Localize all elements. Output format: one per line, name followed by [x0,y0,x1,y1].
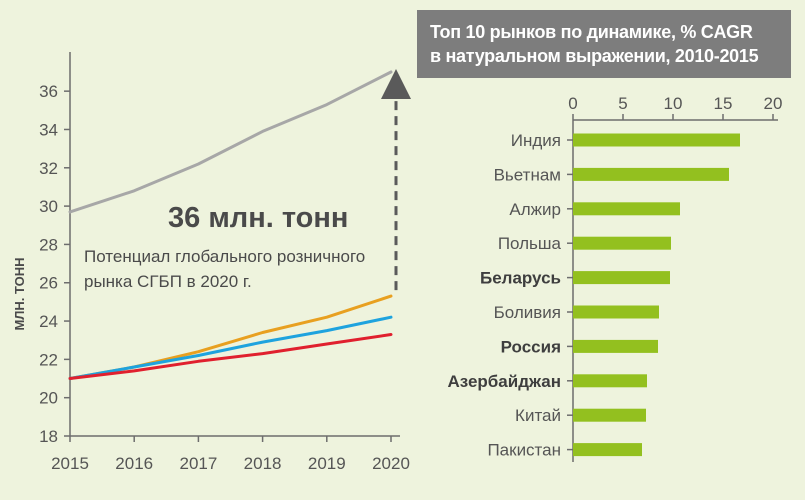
bar-category-label: Алжир [509,200,561,219]
bar-4 [573,271,670,285]
bar-3 [573,236,671,250]
line-y-tick-label: 18 [39,427,58,446]
line-series-1 [68,294,393,380]
line-x-tick-label: 2020 [372,454,410,473]
bar-x-tick-label: 0 [568,94,577,113]
annotation-line-2: рынка СГБП в 2020 г. [84,272,252,291]
bar-category-label: Азербайджан [447,372,561,391]
line-x-tick-label: 2016 [115,454,153,473]
annotation-line-1: Потенциал глобального розничного [84,247,365,266]
bar-1 [573,167,729,181]
line-y-tick-label: 26 [39,274,58,293]
bar-chart-title-line1: Топ 10 рынков по динамике, % CAGR [430,22,753,42]
bar-category-label: Пакистан [487,441,561,460]
bar-x-tick-label: 20 [764,94,783,113]
line-y-tick-label: 20 [39,389,58,408]
bar-9 [573,443,642,457]
bar-5 [573,305,659,319]
line-x-tick-label: 2018 [244,454,282,473]
bar-category-label: Индия [511,131,561,150]
line-y-tick-label: 34 [39,120,58,139]
line-series-2 [68,315,393,380]
line-series-3 [68,333,393,380]
bar-category-label: Боливия [494,303,561,322]
bar-category-label: Вьетнам [494,165,561,184]
bar-chart: 0 5 10 15 20 Индия Вьетнам Алжир Польша Беларусь Б… [447,94,782,462]
bar-category-label: Китай [515,406,561,425]
line-y-tick-label: 30 [39,197,58,216]
bar-x-tick-label: 15 [714,94,733,113]
line-y-tick-label: 36 [39,82,58,101]
bar-category-label: Беларусь [480,269,561,288]
bar-chart-title-line2: в натуральном выражении, 2010-2015 [430,46,759,66]
bar-chart-title: Топ 10 рынков по динамике, % CAGR в нату… [417,10,791,78]
line-y-tick-label: 24 [39,312,58,331]
bar-x-tick-label: 5 [618,94,627,113]
bar-0 [573,133,740,147]
bar-category-label: Россия [501,337,561,356]
line-x-tick-label: 2017 [179,454,217,473]
bar-category-label: Польша [498,234,562,253]
line-chart: 18 20 22 24 26 28 30 32 34 36 2015 2016 2017 2018 2019… [12,52,411,473]
bar-8 [573,408,646,422]
line-y-tick-label: 22 [39,350,58,369]
bar-6 [573,339,658,353]
line-series-0 [68,70,393,214]
bar-x-tick-label: 10 [664,94,683,113]
annotation-headline: 36 млн. тонн [168,202,348,234]
line-y-tick-label: 32 [39,159,58,178]
line-y-tick-label: 28 [39,235,58,254]
bar-2 [573,202,680,216]
bar-7 [573,374,647,388]
line-x-tick-label: 2015 [51,454,89,473]
line-x-tick-label: 2019 [308,454,346,473]
line-y-axis-label: МЛН. ТОНН [12,257,27,330]
